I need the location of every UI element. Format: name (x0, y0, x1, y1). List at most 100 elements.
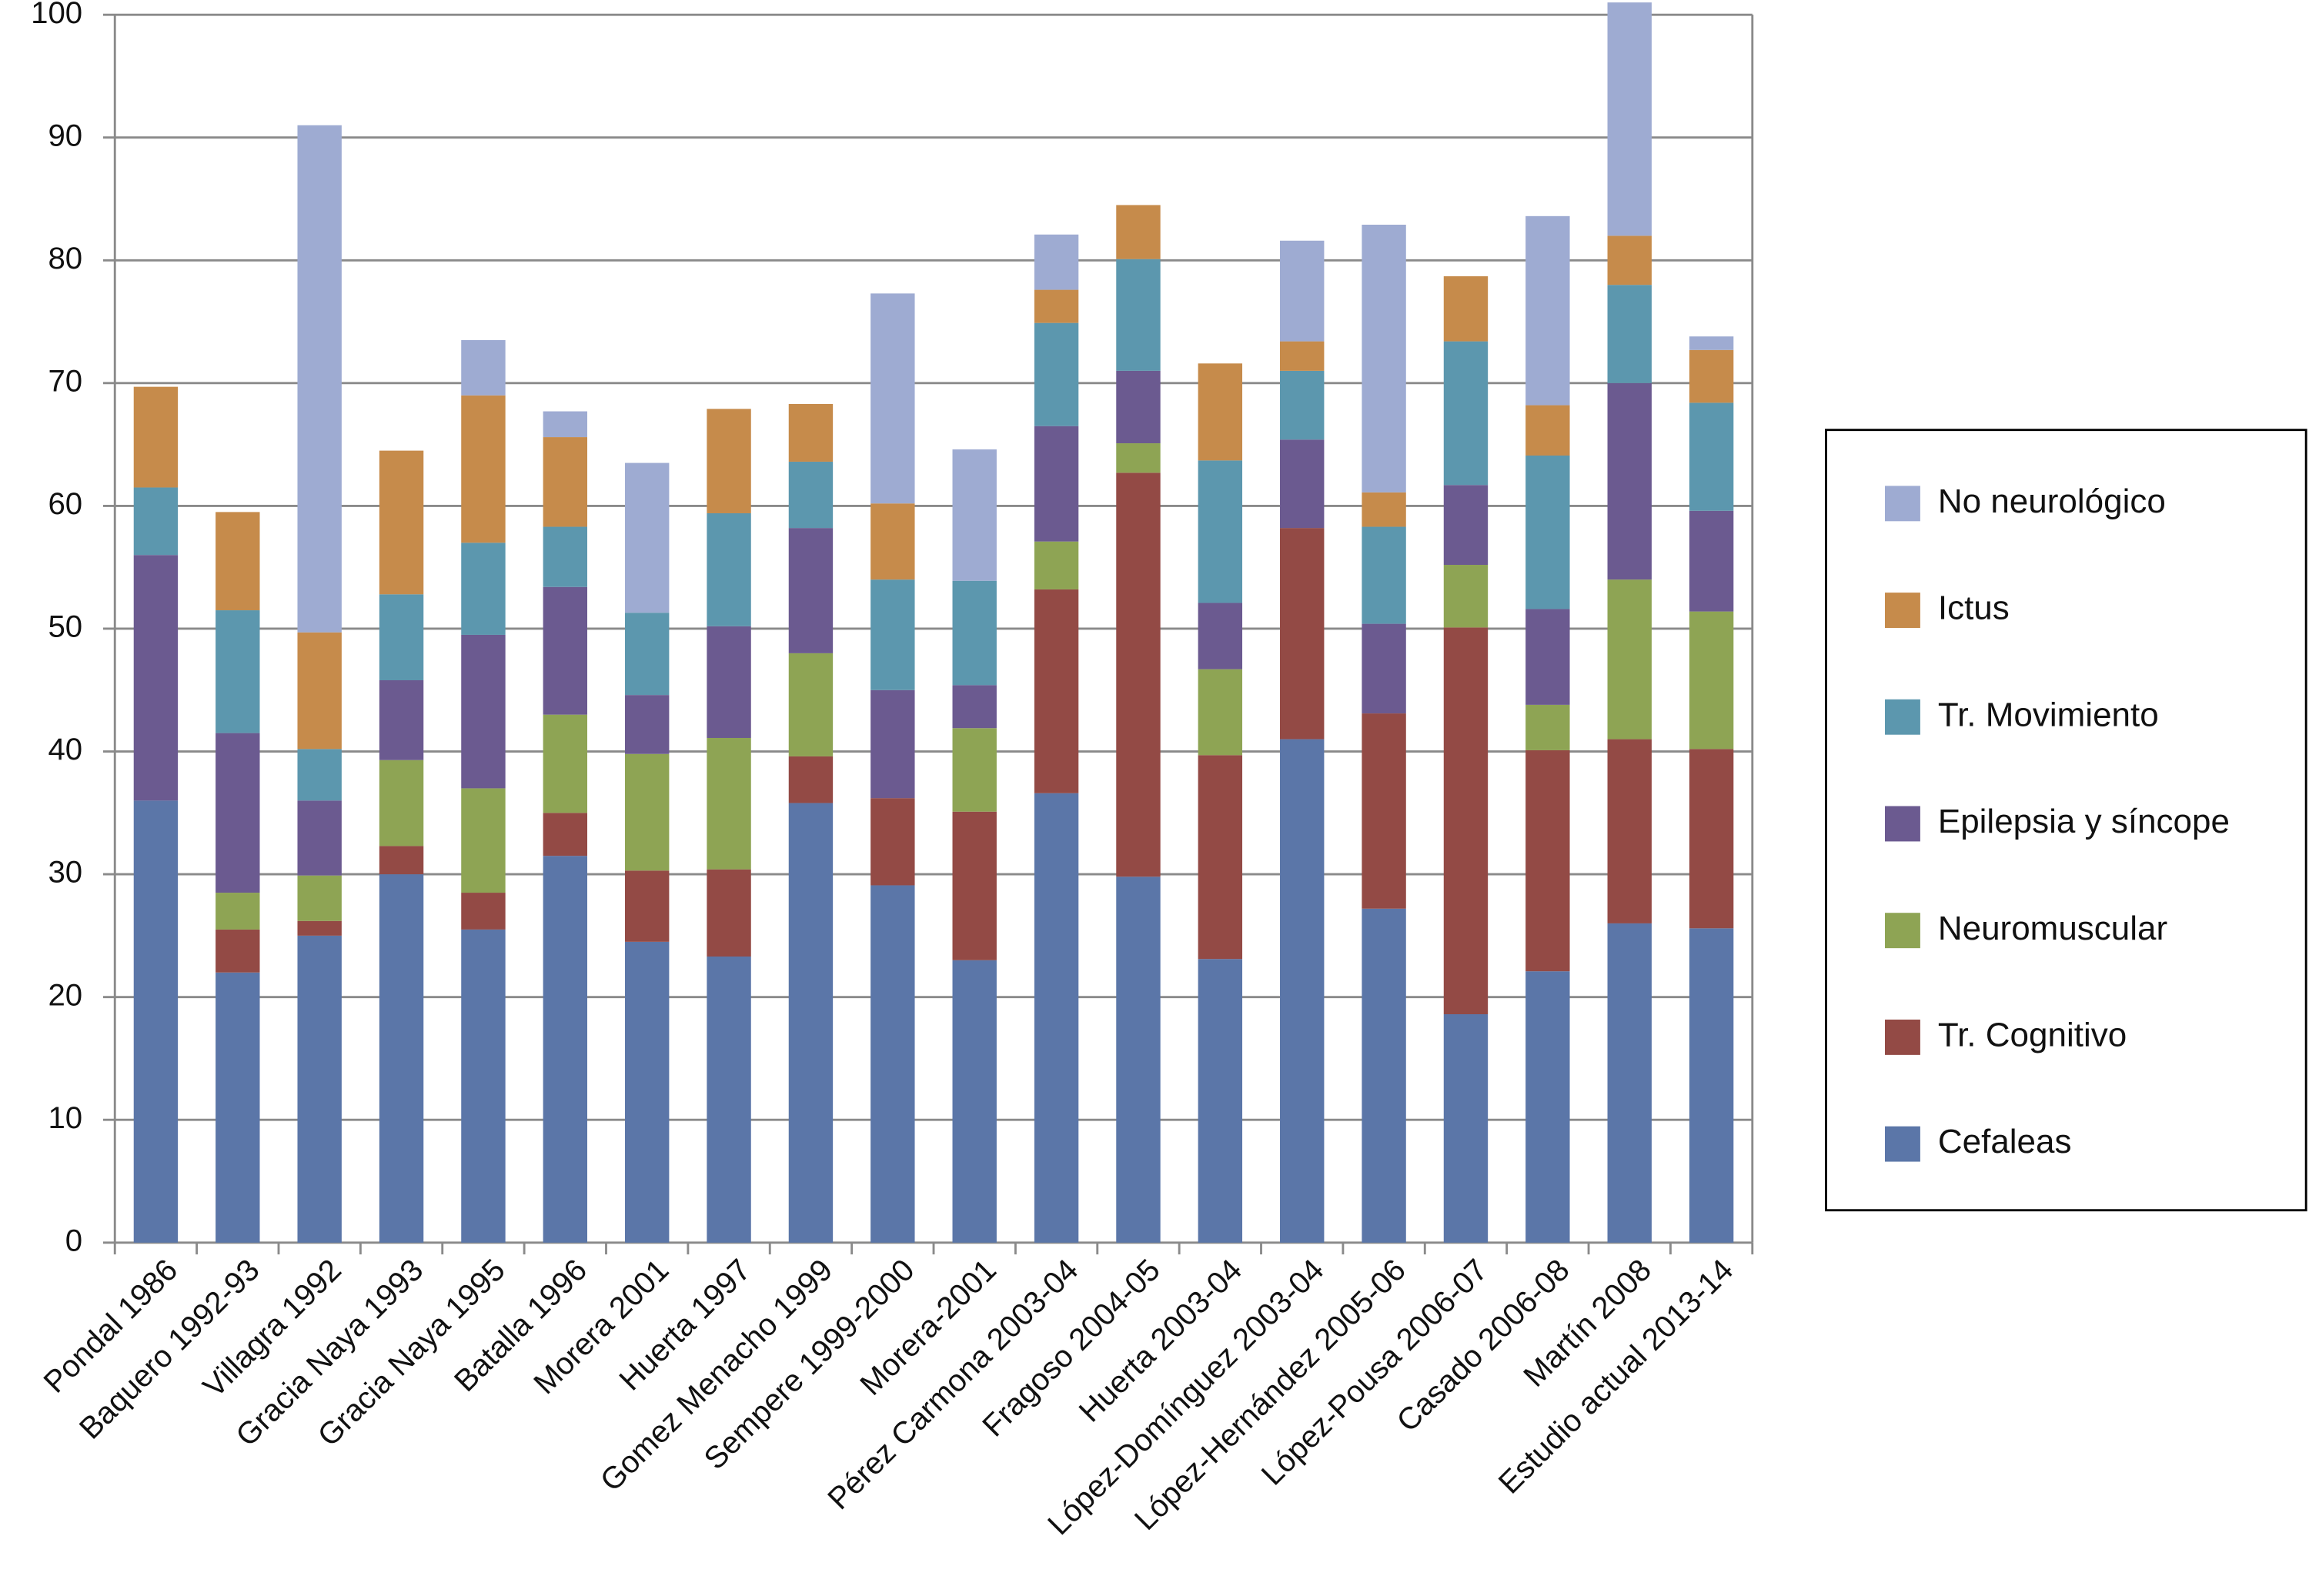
bar-segment (379, 679, 424, 760)
bar-segment (1116, 876, 1161, 1243)
bar-segment (1525, 704, 1570, 750)
bar-segment (1198, 959, 1243, 1243)
bar-segment (543, 526, 588, 587)
bar-segment (1034, 289, 1079, 323)
bar-segment (624, 695, 670, 754)
bar-segment (1443, 1014, 1489, 1243)
legend-swatch (1884, 806, 1920, 842)
y-tick-label: 80 (48, 241, 82, 275)
bar-segment (543, 856, 588, 1243)
bar-segment (870, 798, 915, 886)
y-tick-label: 50 (48, 609, 82, 644)
bar-segment (297, 125, 342, 633)
y-tick-label: 30 (48, 855, 82, 890)
legend-swatch (1884, 699, 1920, 735)
bar-segment (1525, 750, 1570, 972)
bar-segment (1607, 2, 1652, 236)
bar-segment (952, 960, 997, 1243)
bar-segment (1689, 749, 1734, 929)
bar-segment (788, 403, 834, 462)
bar-segment (379, 874, 424, 1243)
bar-segment (1689, 349, 1734, 403)
bar-segment (624, 753, 670, 871)
bar-segment (1116, 205, 1161, 259)
legend-swatch (1884, 1019, 1920, 1055)
bar-segment (1198, 603, 1243, 669)
bar-segment (461, 543, 506, 635)
bar-segment (133, 800, 179, 1243)
bar-segment (952, 685, 997, 729)
legend-label: Tr. Movimiento (1938, 696, 2159, 733)
bar-segment (870, 689, 915, 799)
bar-segment (1362, 526, 1406, 624)
bar-segment (216, 512, 260, 611)
bar-segment (1607, 285, 1652, 383)
bar-segment (1362, 908, 1406, 1243)
bar-segment (1689, 611, 1734, 750)
bar-segment (1280, 341, 1325, 371)
bar-segment (461, 929, 506, 1243)
y-tick-label: 100 (31, 0, 82, 30)
bar-segment (379, 760, 424, 846)
bar-segment (461, 788, 506, 893)
bar-segment (1280, 528, 1325, 740)
bar-segment (297, 935, 342, 1243)
bar-segment (1443, 276, 1489, 342)
bar-segment (379, 846, 424, 875)
bar-segment (543, 714, 588, 813)
legend-label: Cefaleas (1938, 1123, 2072, 1160)
bar-segment (1443, 485, 1489, 565)
bar-segment (1034, 541, 1079, 589)
bar-segment (1443, 565, 1489, 628)
bar-segment (461, 634, 506, 789)
bar-segment (461, 339, 506, 396)
bar-segment (297, 749, 342, 801)
bar-segment (707, 869, 751, 957)
bar-segment (1280, 240, 1325, 342)
bar-segment (297, 800, 342, 876)
y-tick-label: 90 (48, 118, 82, 152)
bar-segment (1607, 579, 1652, 740)
bar-segment (788, 803, 834, 1243)
bar-segment (1198, 669, 1243, 756)
bar-segment (1607, 923, 1652, 1243)
bar-segment (1607, 235, 1652, 285)
bar-segment (1034, 322, 1079, 426)
bar-segment (543, 586, 588, 715)
bar-segment (297, 920, 342, 936)
bar-segment (788, 528, 834, 653)
bar-segment (216, 733, 260, 893)
bar-segment (1525, 609, 1570, 705)
bar-segment (1280, 370, 1325, 440)
bar-segment (297, 632, 342, 750)
bar-segment (870, 579, 915, 690)
bar-segment (1362, 492, 1406, 527)
bar-segment (133, 386, 179, 488)
legend-swatch (1884, 593, 1920, 629)
legend-label: Tr. Cognitivo (1938, 1017, 2127, 1054)
bar-segment (461, 893, 506, 930)
bar-segment (1116, 443, 1161, 473)
bar-segment (870, 885, 915, 1243)
legend-label: Ictus (1938, 589, 2010, 627)
bar-segment (1525, 455, 1570, 609)
bar-segment (1689, 336, 1734, 350)
bar-segment (624, 941, 670, 1243)
bar-segment (707, 409, 751, 513)
bar-segment (1034, 793, 1079, 1243)
bar-segment (1034, 589, 1079, 793)
bar-segment (543, 437, 588, 527)
legend-swatch (1884, 1126, 1920, 1162)
bar-segment (1443, 627, 1489, 1015)
bar-segment (1607, 739, 1652, 923)
bar-segment (1689, 402, 1734, 511)
bar-segment (543, 411, 588, 438)
bar-segment (1525, 971, 1570, 1243)
bar-segment (1362, 623, 1406, 714)
bar-segment (1116, 472, 1161, 877)
y-tick-label: 20 (48, 977, 82, 1012)
legend-swatch (1884, 913, 1920, 949)
legend-swatch (1884, 486, 1920, 522)
